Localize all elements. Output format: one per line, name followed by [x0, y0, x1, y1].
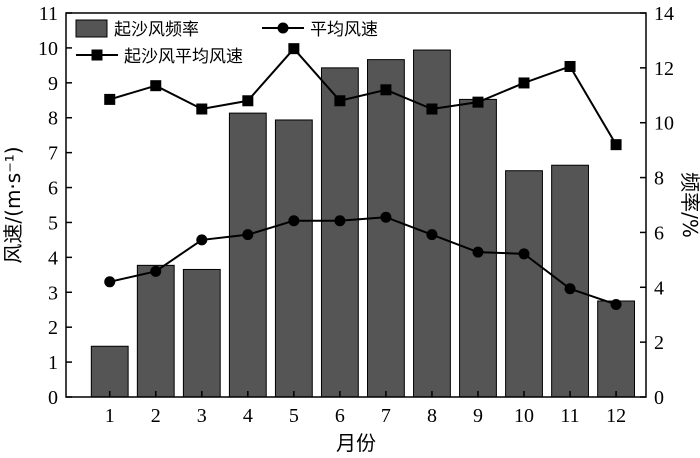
bar-frequency-3: [182, 268, 221, 398]
point-sand-wind-speed-2: [150, 80, 162, 92]
bar-frequency-4: [228, 112, 267, 398]
bar-frequency-8: [413, 49, 451, 398]
right-tick-label-8: 8: [654, 168, 664, 190]
axes-layer: [65, 12, 647, 398]
left-axis-title: 风速/(m·s⁻¹): [1, 146, 25, 263]
right-tick-label-0: 0: [654, 387, 664, 409]
legend-swatch-frequency: [75, 19, 108, 38]
bar-frequency-11: [551, 164, 589, 398]
point-sand-wind-speed-12: [610, 139, 622, 151]
x-tick-label-2: 2: [151, 405, 161, 427]
right-tick-label-4: 4: [654, 277, 664, 299]
line-mean-speed: [109, 216, 617, 306]
left-tick-label-7: 7: [48, 143, 58, 165]
lines-layer: [104, 43, 622, 310]
point-sand-wind-speed-6: [334, 95, 346, 107]
x-tick-label-4: 4: [243, 405, 253, 427]
point-mean-speed-6: [334, 215, 346, 227]
bar-frequency-6: [320, 67, 359, 398]
left-axis-ticks: 0 1 2 3 4 5 6 7 8 9 10 11: [38, 3, 72, 409]
right-tick-label-14: 14: [654, 3, 674, 25]
left-tick-label-11: 11: [39, 3, 58, 25]
right-axis-ticks: 0 2 4 6 8 10 12 14: [640, 3, 674, 409]
left-tick-label-0: 0: [48, 387, 58, 409]
right-tick-label-12: 12: [654, 58, 674, 80]
point-sand-wind-speed-5: [288, 43, 300, 55]
bar-frequency-12: [597, 300, 635, 398]
bar-frequency-5: [274, 119, 313, 398]
left-tick-label-5: 5: [48, 212, 58, 234]
legend-circle-marker: [277, 22, 289, 34]
point-mean-speed-3: [196, 234, 208, 246]
point-mean-speed-9: [472, 246, 484, 258]
left-tick-label-4: 4: [48, 247, 58, 269]
point-mean-speed-5: [288, 215, 300, 227]
legend-square-marker: [91, 49, 103, 61]
right-tick-label-10: 10: [654, 113, 674, 135]
point-sand-wind-speed-10: [518, 77, 530, 89]
bar-frequency-1: [90, 345, 129, 398]
legend-label-sand-wind-speed: 起沙风平均风速: [124, 47, 243, 67]
left-tick-label-8: 8: [48, 108, 58, 130]
x-tick-label-12: 12: [606, 405, 626, 427]
x-tick-label-11: 11: [560, 405, 579, 427]
point-mean-speed-7: [380, 211, 392, 223]
point-mean-speed-11: [564, 283, 576, 295]
x-axis-title: 月份: [336, 431, 376, 455]
left-tick-label-1: 1: [48, 352, 58, 374]
legend: 起沙风频率 平均风速 起沙风平均风速: [75, 19, 378, 67]
x-tick-label-1: 1: [105, 405, 115, 427]
left-tick-label-6: 6: [48, 178, 58, 200]
x-tick-label-3: 3: [197, 405, 207, 427]
point-mean-speed-2: [150, 265, 162, 277]
left-tick-label-2: 2: [48, 317, 58, 339]
x-tick-label-6: 6: [335, 405, 345, 427]
x-tick-label-5: 5: [289, 405, 299, 427]
point-sand-wind-speed-9: [472, 96, 484, 108]
plot-frame: [65, 12, 647, 398]
left-tick-label-10: 10: [38, 38, 58, 60]
point-sand-wind-speed-11: [564, 60, 576, 72]
legend-label-mean-speed: 平均风速: [310, 20, 378, 40]
bar-frequency-10: [505, 170, 543, 398]
point-mean-speed-1: [104, 276, 116, 288]
point-mean-speed-12: [610, 298, 622, 310]
point-mean-speed-4: [242, 229, 254, 241]
x-tick-label-10: 10: [514, 405, 534, 427]
point-sand-wind-speed-1: [104, 93, 116, 105]
legend-label-frequency: 起沙风频率: [114, 20, 199, 40]
point-sand-wind-speed-3: [196, 103, 208, 115]
point-sand-wind-speed-7: [380, 84, 392, 96]
left-tick-label-9: 9: [48, 73, 58, 95]
point-sand-wind-speed-8: [426, 103, 438, 115]
right-axis-title: 频率/%: [678, 172, 700, 238]
x-tick-label-8: 8: [427, 405, 437, 427]
right-tick-label-6: 6: [654, 222, 664, 244]
bar-frequency-7: [367, 59, 405, 398]
bars-layer: [90, 49, 635, 398]
bar-frequency-2: [136, 264, 175, 398]
x-tick-label-7: 7: [381, 405, 391, 427]
point-mean-speed-8: [426, 229, 438, 241]
right-tick-label-2: 2: [654, 332, 664, 354]
x-axis-ticks: 1 2 3 4 5 6 7 8 9 10 11 12: [105, 391, 626, 427]
point-sand-wind-speed-4: [242, 95, 254, 107]
x-tick-label-9: 9: [473, 405, 483, 427]
line-sand-wind-speed: [109, 47, 617, 146]
left-tick-label-3: 3: [48, 282, 58, 304]
point-mean-speed-10: [518, 248, 530, 260]
